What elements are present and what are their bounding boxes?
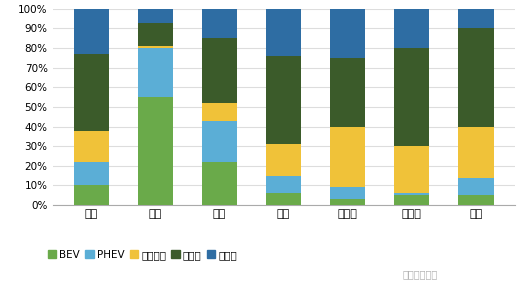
Text: 汽车电子设计: 汽车电子设计: [402, 269, 438, 279]
Bar: [138, 23, 173, 46]
Bar: [202, 162, 237, 205]
Legend: BEV, PHEV, 混合动力, 汽油机, 柴油机: BEV, PHEV, 混合动力, 汽油机, 柴油机: [44, 246, 241, 264]
Bar: [202, 9, 237, 38]
Bar: [202, 103, 237, 121]
Bar: [458, 195, 493, 205]
Bar: [394, 9, 429, 48]
Bar: [394, 146, 429, 193]
Bar: [266, 56, 301, 144]
Bar: [202, 38, 237, 103]
Bar: [138, 48, 173, 97]
Bar: [138, 46, 173, 48]
Bar: [266, 144, 301, 176]
Bar: [458, 127, 493, 178]
Bar: [394, 195, 429, 205]
Bar: [266, 193, 301, 205]
Bar: [330, 9, 365, 58]
Bar: [394, 48, 429, 146]
Bar: [458, 28, 493, 127]
Bar: [74, 130, 109, 162]
Bar: [330, 199, 365, 205]
Bar: [266, 176, 301, 193]
Bar: [458, 178, 493, 195]
Bar: [266, 9, 301, 56]
Bar: [74, 185, 109, 205]
Bar: [138, 9, 173, 23]
Bar: [74, 162, 109, 185]
Bar: [330, 188, 365, 199]
Bar: [330, 127, 365, 188]
Bar: [202, 121, 237, 162]
Bar: [394, 193, 429, 195]
Bar: [458, 9, 493, 28]
Bar: [74, 54, 109, 130]
Bar: [74, 9, 109, 54]
Bar: [330, 58, 365, 127]
Bar: [138, 97, 173, 205]
